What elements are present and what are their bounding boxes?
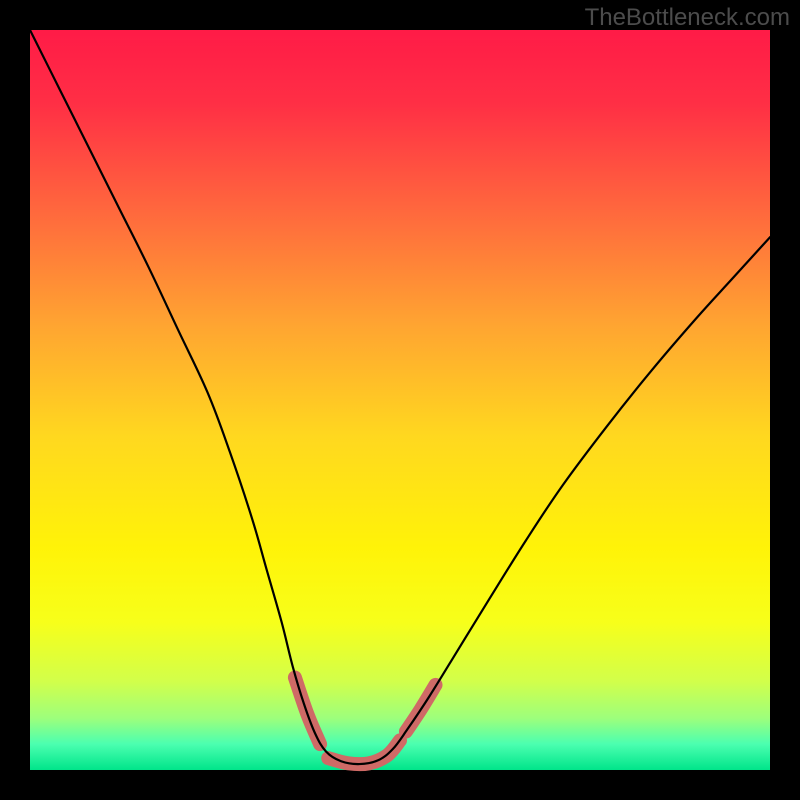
plot-area (30, 30, 770, 770)
bottleneck-chart-svg (0, 0, 800, 800)
watermark-text: TheBottleneck.com (585, 4, 790, 32)
chart-stage: TheBottleneck.com (0, 0, 800, 800)
